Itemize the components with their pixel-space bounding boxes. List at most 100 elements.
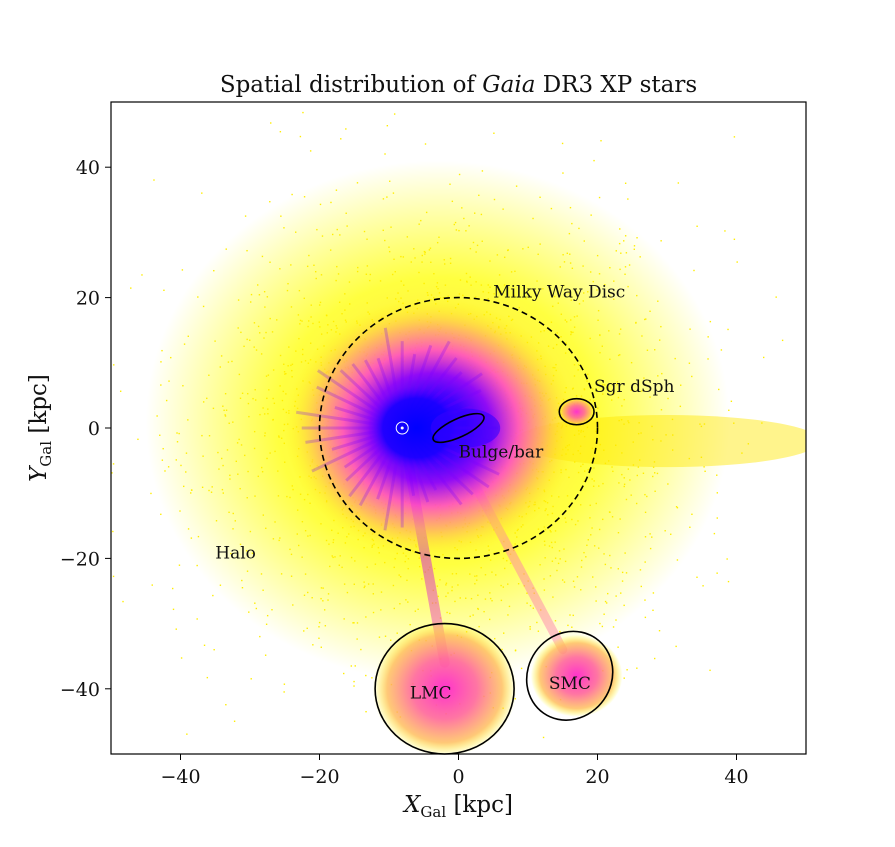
halo-star-point [150,492,152,495]
halo-star-point [246,338,248,341]
halo-star-point [496,254,499,256]
halo-star-point [374,563,377,565]
halo-star-point [498,274,501,276]
halo-star-point [178,564,181,566]
halo-star-point [443,263,446,265]
halo-star-point [554,557,557,559]
y-axis-unit: [kpc] [26,374,52,441]
halo-star-point [523,573,525,575]
halo-star-point [477,594,479,596]
halo-star-point [610,399,613,401]
halo-star-point [508,605,511,608]
halo-star-point [244,454,246,457]
halo-star-point [487,284,489,286]
halo-star-point [257,475,259,478]
halo-star-point [599,351,601,354]
halo-star-point [366,238,368,240]
halo-star-point [549,529,551,532]
halo-star-point [469,298,471,300]
halo-star-point [338,301,341,303]
halo-star-point [307,535,309,537]
halo-star-point [201,192,203,194]
smc-label: SMC [549,674,591,694]
halo-star-point [597,407,599,409]
halo-star-point [518,306,520,309]
halo-star-point [623,604,625,607]
halo-star-point [569,253,571,255]
halo-star-point [303,297,306,300]
halo-star-point [623,423,625,425]
halo-star-point [236,442,239,444]
halo-star-point [254,389,256,391]
halo-star-point [289,548,291,551]
halo-star-point [637,466,640,468]
halo-star-point [713,532,716,535]
halo-star-point [196,564,198,567]
halo-star-point [386,124,389,127]
halo-star-point [225,704,227,706]
halo-star-point [407,290,409,292]
halo-star-point [589,271,592,273]
halo-star-point [247,392,249,395]
halo-star-point [679,384,682,386]
halo-star-point [762,356,765,359]
halo-star-point [618,242,621,245]
halo-star-point [470,597,473,600]
halo-star-point [208,489,210,492]
halo-star-point [418,223,420,225]
halo-star-point [267,408,269,410]
halo-star-point [559,266,561,268]
halo-star-point [325,539,328,542]
halo-star-point [583,240,585,242]
halo-star-point [285,393,287,395]
halo-star-point [619,268,621,271]
halo-star-point [292,604,294,606]
halo-star-point [482,291,484,293]
halo-star-point [279,130,282,133]
halo-star-point [458,293,461,295]
halo-star-point [597,319,599,321]
halo-star-point [665,434,667,436]
halo-star-point [424,251,426,254]
halo-star-point [413,248,415,250]
halo-star-point [597,309,600,312]
halo-star-point [469,573,471,575]
halo-star-point [555,343,558,346]
halo-star-point [728,409,730,412]
halo-star-point [657,375,659,377]
halo-star-point [363,546,365,549]
halo-star-point [675,506,678,508]
halo-star-point [364,585,366,587]
halo-star-point [330,329,333,331]
halo-star-point [324,625,327,627]
halo-star-point [409,623,411,626]
halo-star-point [272,369,275,371]
halo-star-point [365,674,367,677]
halo-star-point [564,319,567,321]
halo-star-point [212,407,215,410]
halo-star-point [176,432,178,434]
halo-star-point [636,294,638,297]
halo-star-point [635,502,638,505]
halo-star-point [287,282,289,285]
halo-star-point [433,296,435,299]
halo-star-point [617,354,620,357]
halo-star-point [249,339,251,341]
halo-star-point [568,292,571,295]
halo-star-point [609,266,611,269]
halo-star-point [202,401,205,403]
halo-star-point [716,492,719,494]
halo-star-point [608,295,611,297]
halo-star-point [470,284,472,286]
halo-star-point [360,648,362,651]
sgr-dsph-label: Sgr dSph [594,377,674,397]
halo-star-point [354,560,356,562]
halo-star-point [503,540,505,543]
halo-star-point [466,281,468,283]
halo-star-point [410,261,412,263]
halo-star-point [283,227,285,229]
halo-star-point [569,262,572,264]
halo-star-point [186,733,188,735]
halo-star-point [400,280,402,282]
halo-star-point [167,466,170,468]
